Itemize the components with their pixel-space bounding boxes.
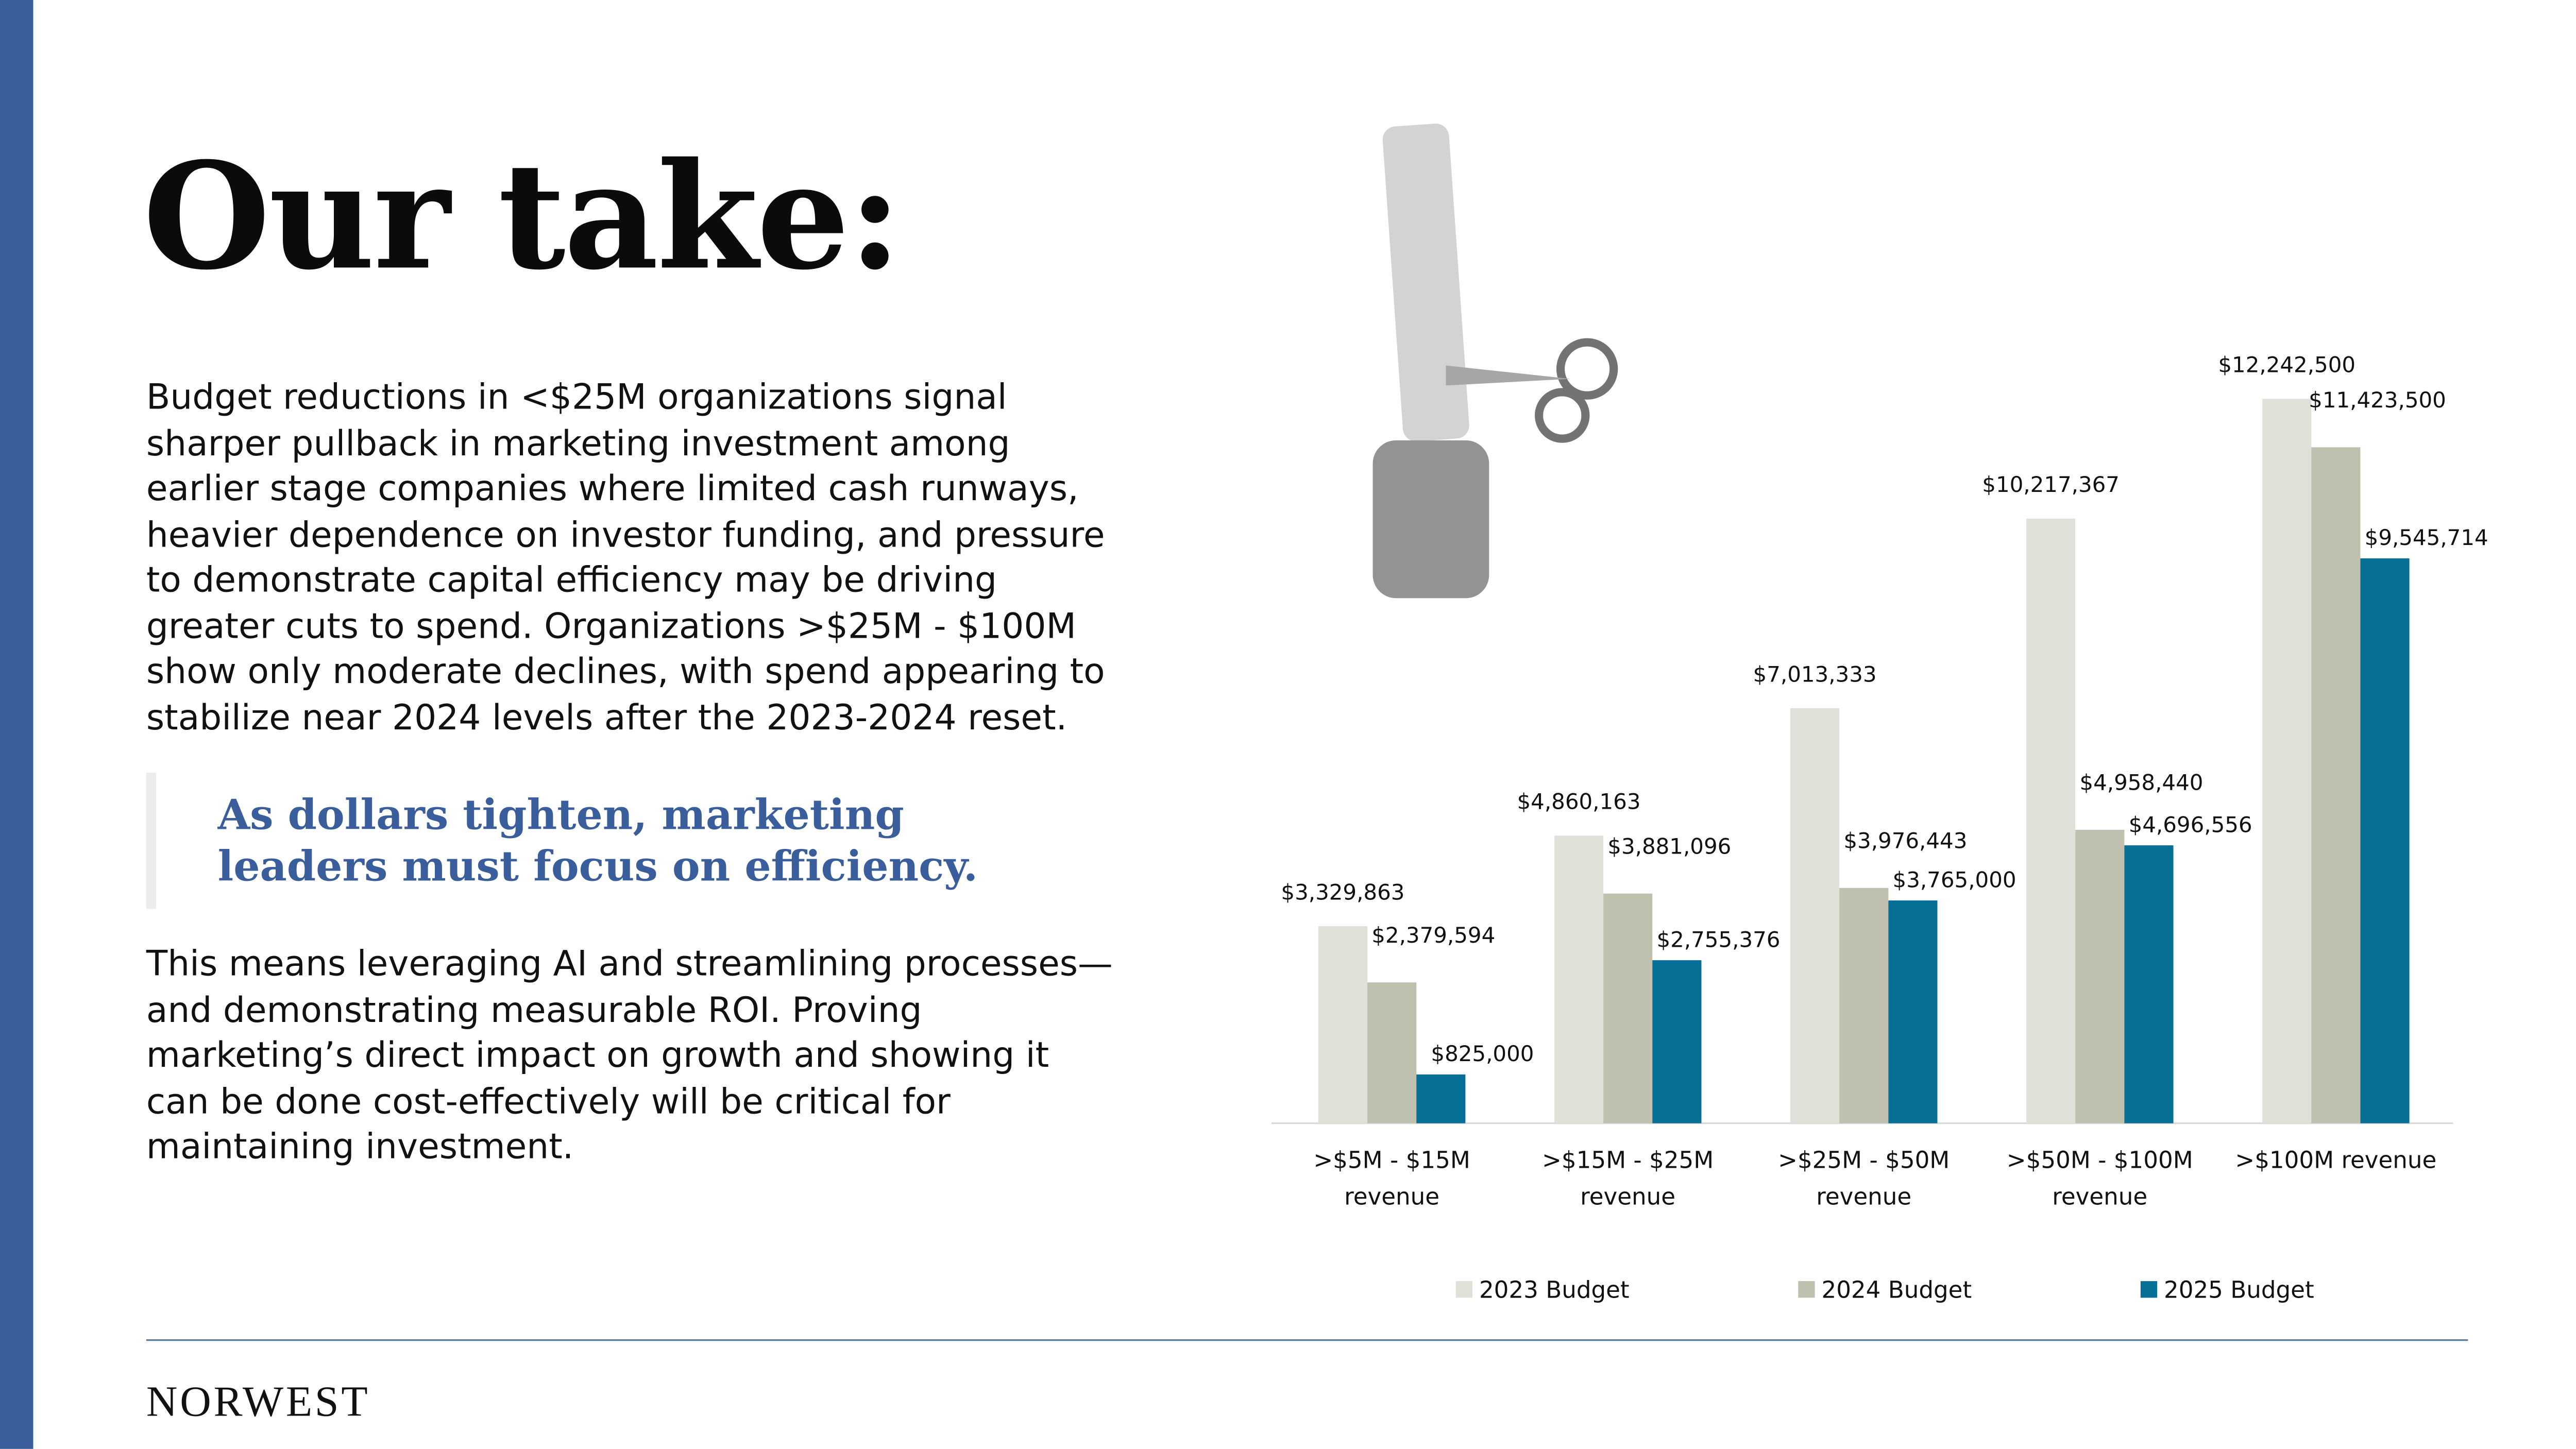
bar bbox=[2075, 830, 2125, 1123]
paragraph: This means leveraging AI and streamlinin… bbox=[146, 942, 1113, 1171]
logo: NORWEST bbox=[146, 1377, 370, 1426]
text-line: This means leveraging AI and streamlinin… bbox=[146, 944, 1113, 984]
data-label: $9,545,714 bbox=[2365, 525, 2488, 550]
data-label: $4,860,163 bbox=[1517, 789, 1640, 814]
bar bbox=[2311, 447, 2361, 1123]
quote-bar bbox=[146, 772, 157, 909]
data-label: $4,696,556 bbox=[2129, 812, 2252, 837]
x-tick-label: >$5M - $15M revenue bbox=[1313, 1148, 1470, 1212]
bar bbox=[1790, 708, 1840, 1123]
bar bbox=[2360, 558, 2410, 1123]
data-label: $3,976,443 bbox=[1843, 828, 1967, 853]
x-tick-label: >$15M - $25M revenue bbox=[1542, 1148, 1714, 1212]
legend-label: 2025 Budget bbox=[2164, 1276, 2314, 1303]
bar bbox=[1888, 900, 1938, 1123]
data-label: $11,423,500 bbox=[2309, 387, 2446, 413]
data-label: $3,881,096 bbox=[1607, 833, 1731, 859]
text-line: As dollars tighten, marketing bbox=[217, 791, 904, 840]
x-tick-label: >$50M - $100M revenue bbox=[2006, 1148, 2193, 1212]
side-stripe bbox=[0, 0, 33, 1449]
data-label: $3,765,000 bbox=[1893, 867, 2016, 892]
data-label: $2,755,376 bbox=[1656, 927, 1780, 952]
money-illustration bbox=[1372, 123, 1618, 599]
bar bbox=[1652, 960, 1702, 1123]
text-line: sharper pullback in marketing investment… bbox=[146, 422, 1010, 463]
title: Our take: bbox=[143, 129, 902, 303]
x-tick-label: >$100M revenue bbox=[2235, 1148, 2437, 1175]
text-line: greater cuts to spend. Organizations >$2… bbox=[146, 605, 1076, 646]
bar bbox=[1839, 888, 1889, 1123]
text-line: Budget reductions in <$25M organizations… bbox=[146, 377, 1007, 417]
bar bbox=[1416, 1074, 1466, 1123]
legend-swatch bbox=[2140, 1281, 2158, 1298]
bar bbox=[1603, 893, 1653, 1123]
data-label: $10,217,367 bbox=[1982, 472, 2120, 497]
text-line: earlier stage companies where limited ca… bbox=[146, 468, 1079, 509]
data-label: $7,013,333 bbox=[1753, 661, 1877, 687]
bar bbox=[1554, 836, 1604, 1123]
text-line: can be done cost-effectively will be cri… bbox=[146, 1081, 951, 1121]
bar bbox=[1318, 926, 1368, 1123]
legend-label: 2023 Budget bbox=[1479, 1276, 1630, 1303]
paragraph: Budget reductions in <$25M organizations… bbox=[146, 376, 1105, 741]
bar bbox=[2026, 518, 2076, 1123]
text-line: and demonstrating measurable ROI. Provin… bbox=[146, 989, 922, 1030]
data-label: $2,379,594 bbox=[1371, 923, 1495, 948]
bar bbox=[1367, 982, 1417, 1123]
x-tick-label: >$25M - $50M revenue bbox=[1778, 1148, 1950, 1212]
data-label: $3,329,863 bbox=[1281, 879, 1404, 905]
bar bbox=[2262, 399, 2312, 1123]
legend-swatch bbox=[1455, 1281, 1473, 1298]
divider bbox=[146, 1339, 2468, 1341]
text-line: show only moderate declines, with spend … bbox=[146, 651, 1105, 691]
data-label: $12,242,500 bbox=[2218, 352, 2355, 378]
legend-swatch bbox=[1798, 1281, 1815, 1298]
text-line: stabilize near 2024 levels after the 202… bbox=[146, 697, 1067, 737]
text-line: heavier dependence on investor funding, … bbox=[146, 514, 1105, 554]
bar bbox=[2124, 845, 2174, 1123]
text-line: marketing’s direct impact on growth and … bbox=[146, 1035, 1049, 1076]
data-label: $825,000 bbox=[1431, 1041, 1534, 1066]
text-line: maintaining investment. bbox=[146, 1127, 574, 1167]
text-line: to demonstrate capital efficiency may be… bbox=[146, 560, 997, 600]
legend-label: 2024 Budget bbox=[1821, 1276, 1972, 1303]
data-label: $4,958,440 bbox=[2079, 770, 2203, 795]
quote: As dollars tighten, marketing leaders mus… bbox=[218, 789, 978, 892]
text-line: leaders must focus on efficiency. bbox=[217, 842, 978, 891]
